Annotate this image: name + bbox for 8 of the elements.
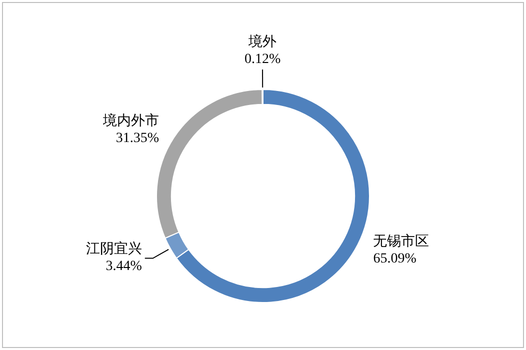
data-label: 31.35% [116,130,160,146]
slice-label: 境外 [248,34,277,50]
data-label: 65.09% [373,252,417,267]
data-label: 0.12% [244,52,281,68]
slice-label: 江阴宜兴 [86,240,142,257]
data-label: 3.44% [106,258,142,274]
slice-label: 无锡市区 [373,234,430,250]
slice-label: 境内外市 [102,112,160,129]
